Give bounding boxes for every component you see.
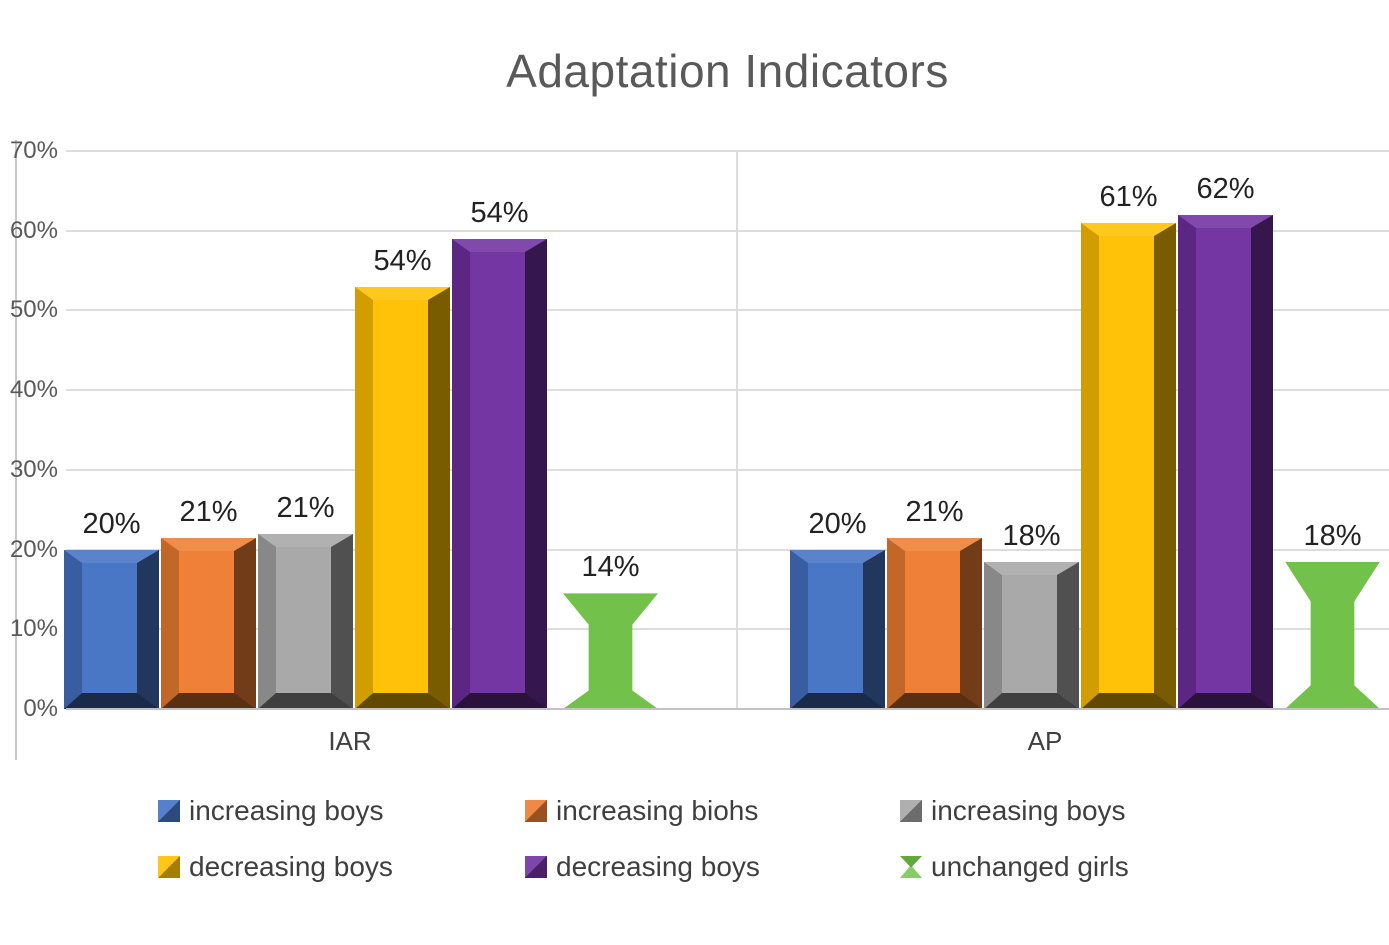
legend-swatch-icon bbox=[900, 800, 922, 822]
legend-label: decreasing boys bbox=[189, 851, 393, 882]
bar-value-label: 62% bbox=[1196, 172, 1255, 205]
bar-value-label: 14% bbox=[581, 551, 640, 584]
gridline-50% bbox=[66, 309, 1389, 312]
bar-value-label: 21% bbox=[179, 495, 238, 528]
y-axis-line bbox=[15, 140, 17, 760]
legend-item-2: increasing biohs bbox=[525, 795, 758, 827]
y-tick-label: 40% bbox=[9, 376, 58, 404]
gridline-30% bbox=[66, 468, 1389, 471]
gridline-60% bbox=[66, 229, 1389, 232]
legend-swatch-icon bbox=[158, 856, 180, 878]
chart-title: Adaptation Indicators bbox=[506, 45, 949, 97]
bar-ap-3 bbox=[984, 561, 1079, 709]
category-label-iar: IAR bbox=[328, 726, 372, 756]
gridline-70% bbox=[66, 150, 1389, 152]
bar-iar-2 bbox=[161, 537, 256, 709]
legend-swatch-icon bbox=[158, 800, 180, 822]
y-tick-label: 20% bbox=[9, 535, 58, 563]
legend-item-3: increasing boys bbox=[900, 795, 1126, 827]
bar-ap-1 bbox=[790, 549, 885, 709]
bar-ap-5 bbox=[1178, 214, 1273, 709]
x-axis-line bbox=[66, 708, 1389, 710]
y-tick-label: 10% bbox=[9, 615, 58, 643]
gridline-10% bbox=[66, 628, 1389, 631]
y-tick-label: 0% bbox=[23, 695, 58, 722]
legend-swatch-icon bbox=[900, 856, 922, 878]
category-label-ap: AP bbox=[1027, 726, 1063, 756]
bar-value-label: 54% bbox=[373, 244, 432, 277]
y-tick-label: 50% bbox=[9, 296, 58, 324]
bar-value-label: 54% bbox=[470, 196, 529, 229]
legend-item-6: unchanged girls bbox=[900, 851, 1129, 883]
y-tick-label: 70% bbox=[9, 137, 58, 164]
bar-iar-1 bbox=[64, 549, 159, 709]
bar-iar-3 bbox=[258, 533, 353, 709]
legend-swatch-icon bbox=[525, 856, 547, 878]
bar-value-label: 20% bbox=[808, 507, 867, 540]
legend-item-5: decreasing boys bbox=[525, 851, 760, 883]
bar-value-label: 18% bbox=[1303, 519, 1362, 552]
legend-label: increasing boys bbox=[189, 795, 384, 826]
gridline-40% bbox=[66, 389, 1389, 392]
legend-label: decreasing boys bbox=[556, 851, 760, 882]
bar-iar-4 bbox=[355, 286, 450, 709]
bar-ap-4 bbox=[1081, 222, 1176, 709]
legend-label: unchanged girls bbox=[931, 851, 1129, 882]
bar-value-label: 21% bbox=[276, 491, 335, 524]
legend-item-4: decreasing boys bbox=[158, 851, 393, 883]
bar-value-label: 18% bbox=[1002, 519, 1061, 552]
gridline-20% bbox=[66, 548, 1389, 551]
category-divider-line bbox=[736, 151, 738, 709]
bar-iar-6 bbox=[563, 593, 658, 709]
legend-item-1: increasing boys bbox=[158, 795, 384, 827]
y-tick-label: 30% bbox=[9, 455, 58, 483]
bar-ap-2 bbox=[887, 537, 982, 709]
y-tick-label: 60% bbox=[9, 216, 58, 244]
legend-swatch-icon bbox=[525, 800, 547, 822]
bar-iar-5 bbox=[452, 238, 547, 709]
legend-label: increasing boys bbox=[931, 795, 1126, 826]
bar-value-label: 20% bbox=[82, 507, 141, 540]
legend-label: increasing biohs bbox=[556, 795, 759, 826]
bar-ap-6 bbox=[1285, 561, 1380, 709]
bar-value-label: 61% bbox=[1099, 180, 1158, 213]
bar-value-label: 21% bbox=[905, 495, 964, 528]
